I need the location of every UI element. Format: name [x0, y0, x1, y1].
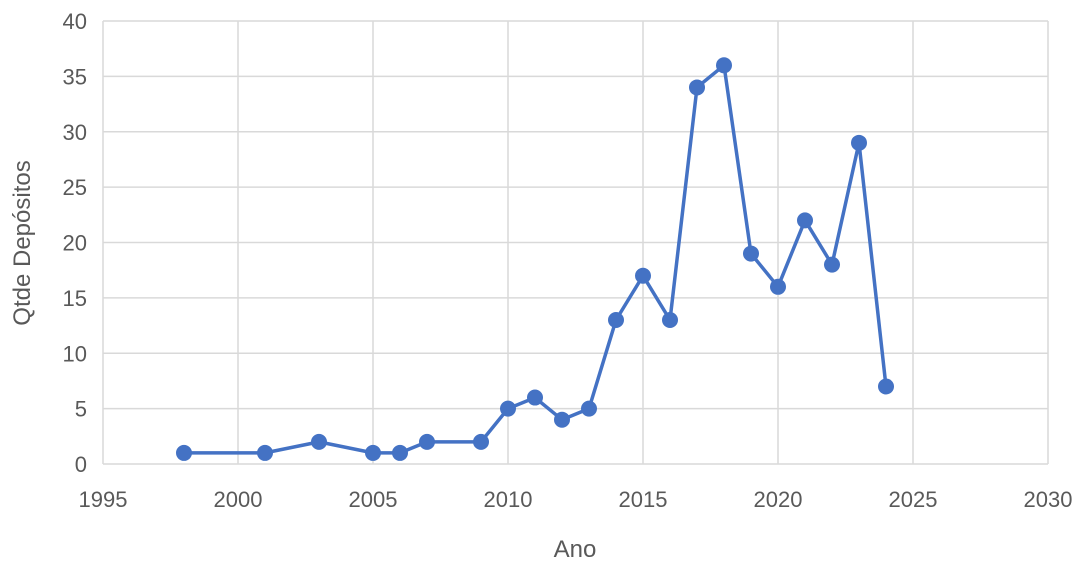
- x-tick-label: 1995: [79, 487, 128, 512]
- y-tick-label: 40: [63, 9, 87, 34]
- data-point: [878, 378, 894, 395]
- data-point: [770, 278, 786, 295]
- data-point: [851, 134, 867, 151]
- data-point: [581, 400, 597, 417]
- data-point: [716, 57, 732, 74]
- data-point: [689, 79, 705, 96]
- y-tick-label: 15: [63, 286, 87, 311]
- data-point: [473, 433, 489, 450]
- data-point: [257, 444, 273, 461]
- data-point: [527, 389, 543, 406]
- x-tick-label: 2020: [754, 487, 803, 512]
- data-point: [419, 433, 435, 450]
- y-tick-label: 20: [63, 231, 87, 256]
- data-point: [500, 400, 516, 417]
- y-tick-label: 5: [75, 397, 87, 422]
- data-series: [176, 57, 894, 461]
- y-tick-label: 10: [63, 341, 87, 366]
- data-point: [635, 267, 651, 284]
- grid: [102, 20, 1049, 465]
- data-point: [392, 444, 408, 461]
- x-tick-label: 2030: [1024, 487, 1073, 512]
- y-tick-label: 30: [63, 120, 87, 145]
- x-tick-label: 2000: [214, 487, 263, 512]
- series-line: [184, 63, 888, 455]
- y-tick-label: 25: [63, 175, 87, 200]
- y-tick-label: 0: [75, 452, 87, 477]
- data-point: [797, 212, 813, 229]
- data-point: [824, 256, 840, 273]
- data-point: [554, 411, 570, 428]
- data-point: [743, 245, 759, 262]
- data-point: [176, 444, 192, 461]
- data-point: [662, 312, 678, 329]
- x-tick-label: 2010: [484, 487, 533, 512]
- x-tick-label: 2015: [619, 487, 668, 512]
- y-tick-label: 35: [63, 64, 87, 89]
- data-point: [365, 444, 381, 461]
- data-point: [311, 433, 327, 450]
- x-tick-label: 2005: [349, 487, 398, 512]
- x-axis-title: Ano: [554, 536, 597, 561]
- y-axis-title: Qtde Depósitos: [9, 160, 36, 325]
- data-point: [608, 312, 624, 329]
- x-tick-label: 2025: [889, 487, 938, 512]
